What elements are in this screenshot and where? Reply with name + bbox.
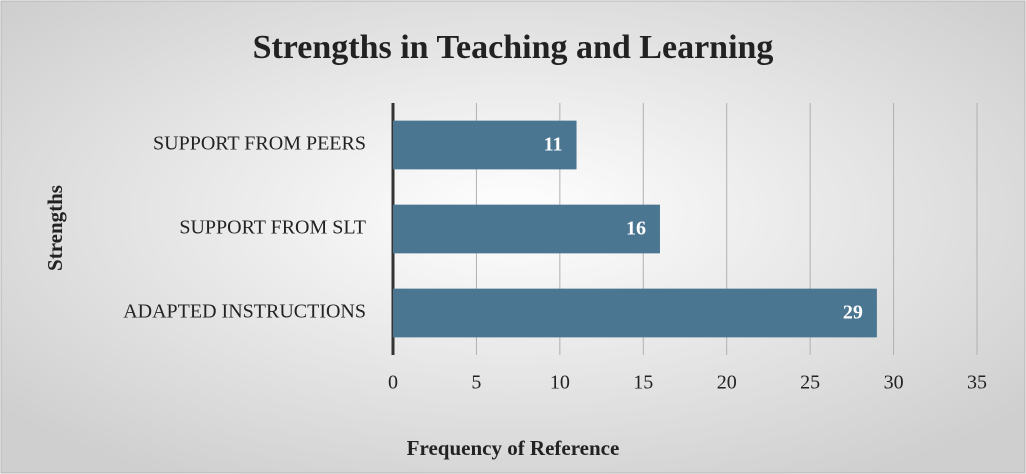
x-tick-label: 30	[884, 372, 904, 394]
y-tick-label: SUPPORT FROM SLT	[179, 217, 366, 239]
data-label: 16	[626, 218, 646, 240]
bar	[393, 288, 877, 338]
x-tick-label: 25	[800, 372, 820, 394]
data-label: 11	[544, 134, 563, 156]
x-axis-label: Frequency of Reference	[407, 436, 620, 460]
bar	[393, 120, 577, 170]
x-tick-label: 10	[550, 372, 570, 394]
data-label: 29	[843, 302, 863, 324]
bar	[393, 204, 660, 254]
x-tick-label: 35	[967, 372, 987, 394]
x-tick-label: 20	[717, 372, 737, 394]
y-tick-label: ADAPTED INSTRUCTIONS	[123, 301, 366, 323]
x-tick-label: 0	[388, 372, 398, 394]
y-tick-label: SUPPORT FROM PEERS	[153, 133, 366, 155]
chart-title: Strengths in Teaching and Learning	[253, 29, 774, 66]
x-tick-label: 5	[471, 372, 481, 394]
y-axis-label: Strengths	[43, 185, 67, 271]
x-tick-label: 15	[633, 372, 653, 394]
